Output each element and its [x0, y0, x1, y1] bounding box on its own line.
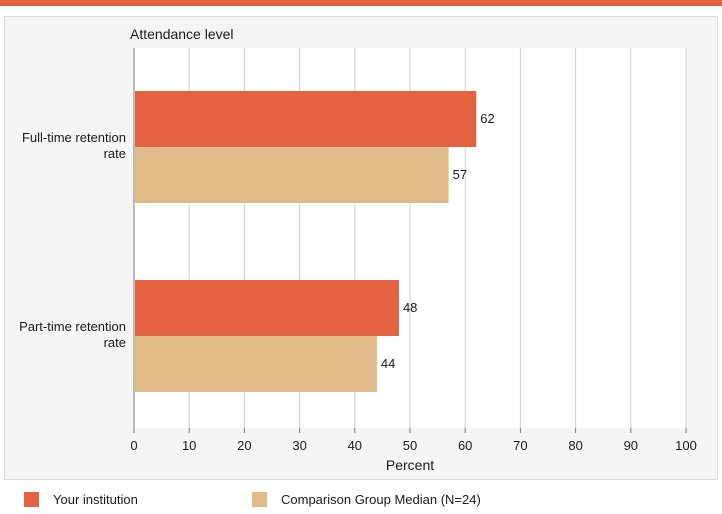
legend-swatch-comparison-median — [252, 491, 267, 507]
y-axis-title: Attendance level — [130, 26, 234, 42]
x-tick-label: 60 — [458, 438, 472, 453]
x-tick-label: 100 — [675, 438, 697, 453]
x-tick-label: 90 — [624, 438, 638, 453]
legend-label: Comparison Group Median (N=24) — [281, 491, 481, 507]
x-tick-label: 40 — [348, 438, 362, 453]
legend-swatch-your-institution — [24, 491, 39, 507]
x-tick-label: 50 — [403, 438, 417, 453]
category-label: rate — [104, 146, 126, 161]
x-tick-label: 30 — [292, 438, 306, 453]
bar-your-institution — [135, 280, 399, 336]
legend-item-your-institution: Your institution — [24, 490, 138, 508]
data-label: 62 — [480, 111, 494, 126]
x-tick-label: 0 — [130, 438, 137, 453]
x-tick-label: 10 — [182, 438, 196, 453]
data-label: 48 — [403, 300, 417, 315]
x-tick-label: 20 — [237, 438, 251, 453]
x-tick-label: 70 — [513, 438, 527, 453]
bar-comparison-median — [135, 147, 449, 203]
bars — [135, 91, 477, 392]
bar-your-institution — [135, 91, 477, 147]
category-label: Full-time retention — [22, 130, 126, 145]
data-labels: 62 57 48 44 — [381, 111, 495, 371]
x-tick-labels: 0 10 20 30 40 50 60 70 80 90 100 — [130, 428, 697, 453]
bar-chart: 62 57 48 44 0 10 20 30 40 50 60 70 80 90 100 Full-tim… — [19, 26, 697, 473]
category-label: rate — [104, 335, 126, 350]
data-label: 57 — [453, 167, 467, 182]
x-tick-label: 80 — [568, 438, 582, 453]
data-label: 44 — [381, 356, 395, 371]
top-accent-rule — [0, 0, 722, 6]
legend-label: Your institution — [53, 491, 138, 507]
legend: Your institution Comparison Group Median… — [0, 484, 722, 514]
x-axis-title: Percent — [386, 457, 434, 473]
bar-comparison-median — [135, 336, 377, 392]
legend-item-comparison-median: Comparison Group Median (N=24) — [252, 490, 481, 508]
category-label: Part-time retention — [19, 319, 126, 334]
